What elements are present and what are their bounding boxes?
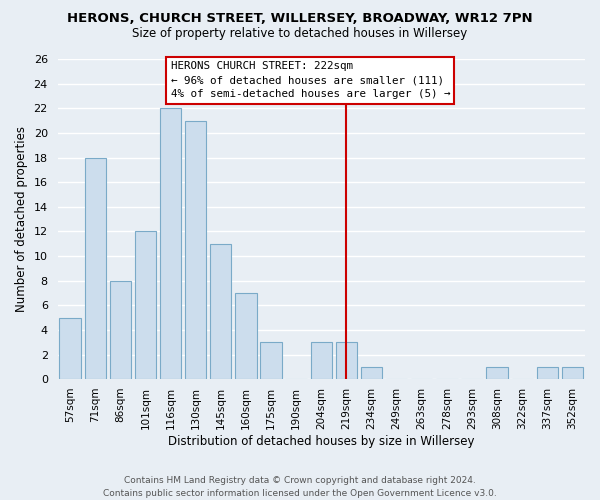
- Bar: [361, 367, 382, 379]
- Bar: [536, 367, 558, 379]
- Bar: [59, 318, 81, 379]
- Bar: [336, 342, 357, 379]
- Bar: [185, 120, 206, 379]
- Bar: [110, 280, 131, 379]
- Text: Size of property relative to detached houses in Willersey: Size of property relative to detached ho…: [133, 28, 467, 40]
- Text: HERONS CHURCH STREET: 222sqm
← 96% of detached houses are smaller (111)
4% of se: HERONS CHURCH STREET: 222sqm ← 96% of de…: [170, 62, 450, 100]
- Bar: [160, 108, 181, 379]
- Y-axis label: Number of detached properties: Number of detached properties: [15, 126, 28, 312]
- Bar: [311, 342, 332, 379]
- Text: HERONS, CHURCH STREET, WILLERSEY, BROADWAY, WR12 7PN: HERONS, CHURCH STREET, WILLERSEY, BROADW…: [67, 12, 533, 26]
- X-axis label: Distribution of detached houses by size in Willersey: Distribution of detached houses by size …: [168, 434, 475, 448]
- Bar: [260, 342, 282, 379]
- Bar: [487, 367, 508, 379]
- Text: Contains HM Land Registry data © Crown copyright and database right 2024.
Contai: Contains HM Land Registry data © Crown c…: [103, 476, 497, 498]
- Bar: [135, 232, 156, 379]
- Bar: [562, 367, 583, 379]
- Bar: [85, 158, 106, 379]
- Bar: [210, 244, 232, 379]
- Bar: [235, 293, 257, 379]
